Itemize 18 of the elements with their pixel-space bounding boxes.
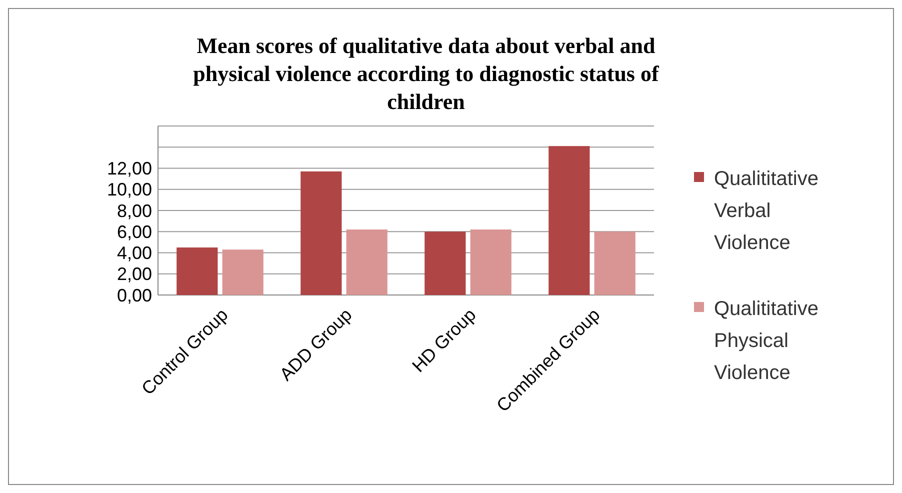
bar [222, 250, 264, 295]
bar [300, 171, 342, 295]
bar [470, 230, 512, 295]
y-tick-label: 0,00 [116, 285, 152, 306]
bar [176, 247, 218, 295]
y-tick-label: 12,00 [106, 158, 152, 179]
y-tick-label: 4,00 [116, 243, 152, 264]
y-tick-label: 2,00 [116, 264, 152, 284]
legend-label: Qualititative Verbal Violence [714, 168, 818, 254]
chart-title: Mean scores of qualitative data about verbal and physical violence according to diagnostic status of children [193, 33, 660, 114]
legend-label: Qualititative Physical Violence [714, 298, 818, 384]
y-tick-label: 10,00 [106, 180, 152, 200]
bar [424, 232, 466, 295]
y-tick-label: 6,00 [116, 222, 152, 242]
bar [594, 232, 636, 295]
y-tick-label: 8,00 [116, 200, 152, 221]
bar [548, 146, 590, 295]
bar [346, 230, 388, 295]
